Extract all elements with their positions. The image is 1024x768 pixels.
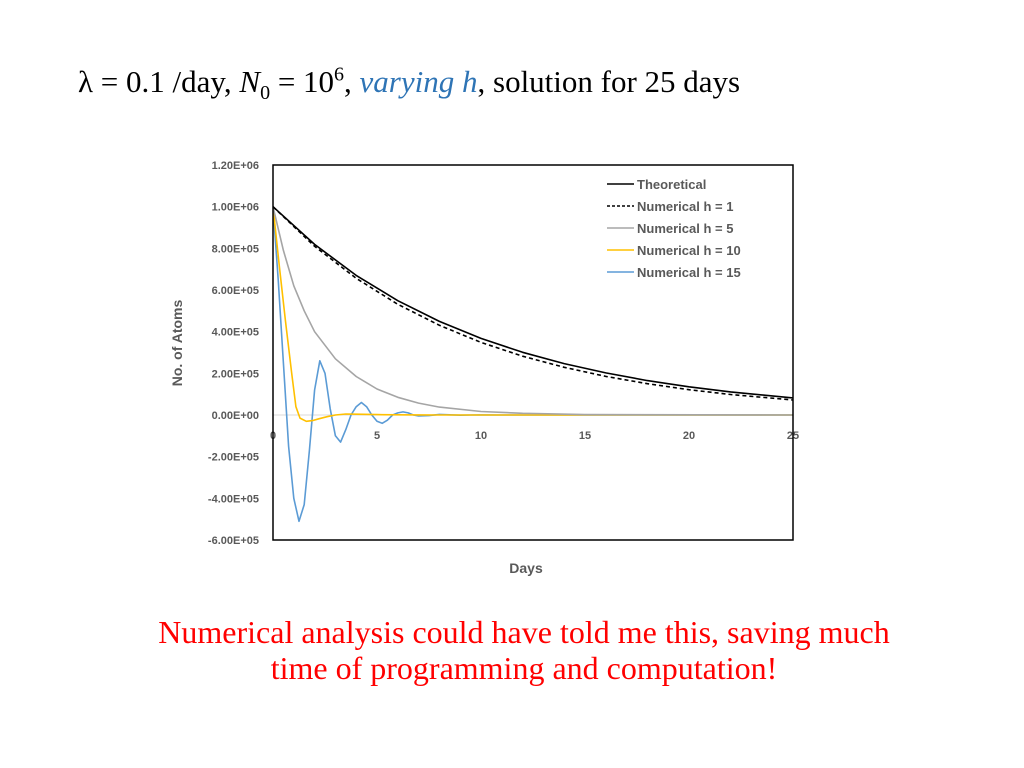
chart-legend: Theoretical Numerical h = 1 Numerical h = … (607, 177, 741, 280)
y-axis-title: No. of Atoms (169, 299, 185, 386)
lambda-symbol: λ (78, 64, 94, 99)
y-axis-tick-labels: 1.20E+06 1.00E+06 8.00E+05 6.00E+05 4.00E+05… (208, 160, 259, 547)
n-value: = 10 (270, 64, 335, 99)
x-tick-label: 5 (374, 430, 380, 442)
y-tick-label: 1.20E+06 (212, 160, 259, 172)
conclusion-line-1: Numerical analysis could have told me th… (158, 614, 890, 650)
legend-label-numerical-h-1: Numerical h = 1 (637, 199, 733, 214)
x-axis-tick-labels: 0 5 10 15 20 25 (270, 430, 799, 442)
conclusion-line-2: time of programming and computation! (270, 650, 778, 686)
series-line-theoretical (273, 206, 793, 399)
y-tick-label: 1.00E+06 (212, 202, 259, 214)
series-line-numerical-h-10 (273, 206, 793, 423)
y-tick-label: 6.00E+05 (212, 285, 259, 297)
x-axis-title: Days (509, 560, 543, 576)
title-separator: , (344, 64, 360, 99)
conclusion-text: Numerical analysis could have told me th… (62, 614, 986, 686)
y-tick-label: -6.00E+05 (208, 535, 259, 547)
series-lines (273, 206, 793, 523)
x-tick-label: 20 (683, 430, 695, 442)
x-tick-label: 15 (579, 430, 591, 442)
plot-frame (272, 164, 794, 541)
y-tick-label: 4.00E+05 (212, 327, 259, 339)
legend-label-numerical-h-10: Numerical h = 10 (637, 243, 741, 258)
series-line-numerical-h-1 (273, 206, 793, 401)
slide-title: λ = 0.1 /day, N0 = 106, varying h, solut… (78, 62, 741, 105)
legend-label-numerical-h-5: Numerical h = 5 (637, 221, 733, 236)
x-tick-label: 10 (475, 430, 487, 442)
legend-label-theoretical: Theoretical (637, 177, 706, 192)
n-exponent: 6 (334, 63, 345, 86)
n-subscript: 0 (260, 82, 271, 105)
y-tick-label: 2.00E+05 (212, 368, 259, 380)
y-tick-label: -4.00E+05 (208, 493, 259, 505)
y-tick-label: 8.00E+05 (212, 243, 259, 255)
title-rest: , solution for 25 days (477, 64, 741, 99)
legend-label-numerical-h-15: Numerical h = 15 (637, 265, 741, 280)
n-symbol: N (239, 64, 261, 99)
y-tick-label: -2.00E+05 (208, 452, 259, 464)
title-highlight-varying-h: varying h (359, 64, 478, 99)
series-line-numerical-h-5 (273, 206, 793, 416)
lambda-value: = 0.1 /day, (93, 64, 240, 99)
y-tick-label: 0.00E+00 (212, 410, 259, 422)
